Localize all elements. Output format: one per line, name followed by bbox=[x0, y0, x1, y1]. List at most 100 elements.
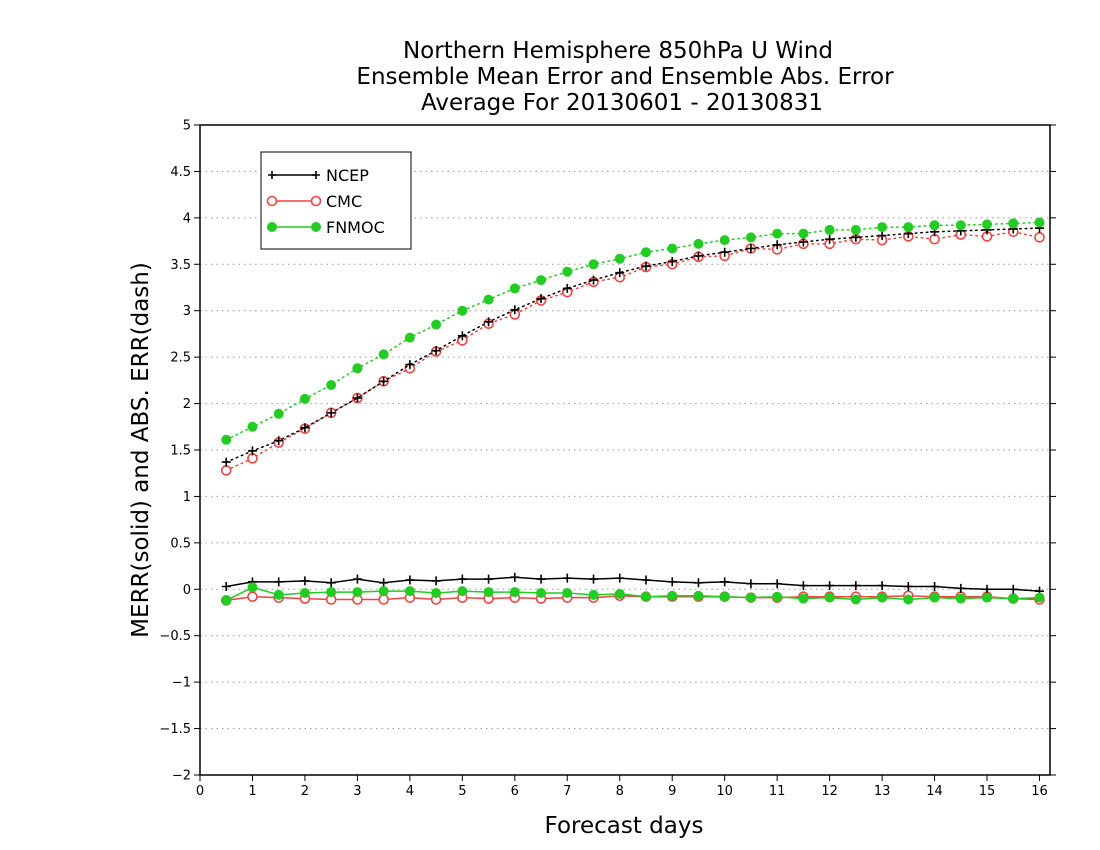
ncep-abs-error-point bbox=[405, 360, 415, 370]
x-tick-label: 7 bbox=[563, 784, 571, 799]
fnmoc-abs-error-point bbox=[509, 283, 520, 294]
y-tick-label: −1.5 bbox=[159, 722, 191, 737]
y-tick-label: 3 bbox=[183, 304, 191, 319]
y-axis-label: MERR(solid) and ABS. ERR(dash) bbox=[128, 262, 154, 638]
ncep-abs-error-point bbox=[772, 240, 782, 250]
ncep-mean-error-point bbox=[772, 579, 782, 589]
fnmoc-abs-error-point bbox=[378, 349, 389, 360]
legend-label-cmc: CMC bbox=[326, 192, 362, 211]
ncep-mean-error-point bbox=[352, 574, 362, 584]
ncep-abs-error-point bbox=[746, 244, 756, 253]
fnmoc-mean-error-point bbox=[404, 586, 415, 597]
fnmoc-mean-error-point bbox=[850, 594, 861, 605]
y-tick-label: 4.5 bbox=[170, 165, 191, 180]
ncep-mean-error-point bbox=[562, 573, 572, 583]
y-tick-label: 1.5 bbox=[170, 444, 191, 459]
legend: NCEP CMC FNMOC bbox=[260, 151, 412, 250]
fnmoc-abs-error-point bbox=[1034, 217, 1045, 228]
y-tick-label: 2 bbox=[183, 397, 191, 412]
ncep-abs-error-point bbox=[667, 257, 677, 266]
ncep-abs-error-point bbox=[484, 317, 494, 327]
y-tick-label: 1 bbox=[183, 490, 191, 505]
ncep-mean-error-point bbox=[405, 575, 415, 585]
y-tick-label: 2.5 bbox=[170, 351, 191, 366]
legend-marker-fnmoc-left bbox=[267, 222, 277, 232]
legend-label-fnmoc: FNMOC bbox=[326, 218, 385, 237]
x-tick-label: 2 bbox=[301, 784, 309, 799]
ncep-abs-error-point bbox=[221, 457, 231, 467]
ncep-mean-error-point bbox=[903, 582, 913, 591]
fnmoc-mean-error-point bbox=[667, 590, 678, 601]
fnmoc-abs-error-point bbox=[982, 219, 993, 230]
ncep-abs-error-line bbox=[225, 227, 1041, 463]
fnmoc-mean-error-point bbox=[588, 589, 599, 600]
x-tick-label: 15 bbox=[979, 784, 996, 799]
fnmoc-abs-error-point bbox=[693, 238, 704, 249]
fnmoc-mean-error-point bbox=[562, 588, 573, 598]
chart-title-line-2: Ensemble Mean Error and Ensemble Abs. Er… bbox=[356, 64, 894, 90]
ncep-abs-error-point bbox=[877, 231, 887, 240]
ncep-abs-error-point bbox=[431, 346, 441, 356]
y-tick-label: −2 bbox=[172, 769, 191, 784]
fnmoc-mean-error-point bbox=[693, 590, 704, 601]
fnmoc-mean-error-point bbox=[536, 588, 547, 598]
ncep-abs-error-point bbox=[274, 436, 284, 446]
y-tick-label: 0.5 bbox=[170, 536, 191, 551]
x-tick-label: 3 bbox=[353, 784, 361, 799]
ncep-abs-error-point bbox=[641, 261, 651, 271]
y-tick-label: −1 bbox=[172, 676, 191, 691]
cmc-abs-error-point bbox=[1034, 232, 1045, 243]
legend-item-fnmoc: FNMOC bbox=[267, 218, 385, 237]
fnmoc-abs-error-point bbox=[903, 222, 914, 233]
ncep-abs-error-point bbox=[562, 283, 572, 293]
fnmoc-abs-error-point bbox=[772, 228, 783, 239]
axis-ticks: −2−1.5−1−0.500.511.522.533.544.550 1 2 3 4 5 6… bbox=[159, 119, 1056, 799]
y-tick-label: 0 bbox=[183, 583, 191, 598]
fnmoc-mean-error-point bbox=[929, 592, 940, 603]
ncep-mean-error-point bbox=[510, 572, 520, 582]
fnmoc-abs-error-point bbox=[247, 421, 258, 432]
ncep-mean-error-point bbox=[300, 576, 310, 586]
ncep-abs-error-point bbox=[326, 408, 336, 418]
ncep-mean-error-point bbox=[693, 578, 703, 588]
x-tick-label: 0 bbox=[196, 784, 204, 799]
ncep-abs-error-point bbox=[798, 237, 808, 247]
ncep-abs-error-point bbox=[300, 423, 310, 433]
fnmoc-abs-error-point bbox=[562, 266, 573, 277]
y-tick-label: 3.5 bbox=[170, 258, 191, 273]
fnmoc-mean-error-point bbox=[745, 592, 756, 603]
legend-marker-cmc-right bbox=[310, 195, 322, 207]
ncep-mean-error-point bbox=[274, 577, 284, 587]
chart-title-line-1: Northern Hemisphere 850hPa U Wind bbox=[403, 38, 833, 64]
legend-marker-fnmoc-right bbox=[311, 222, 321, 232]
grid bbox=[200, 170, 1050, 730]
ncep-mean-error-point bbox=[877, 581, 887, 591]
ncep-mean-error-point bbox=[982, 584, 992, 594]
fnmoc-abs-error-point bbox=[719, 235, 730, 246]
fnmoc-mean-error-point bbox=[483, 587, 494, 598]
fnmoc-abs-error-point bbox=[614, 253, 625, 264]
ncep-mean-error-point bbox=[457, 574, 467, 584]
fnmoc-abs-error-point bbox=[929, 220, 940, 231]
fnmoc-mean-error-point bbox=[1008, 593, 1019, 604]
fnmoc-abs-error-point bbox=[955, 220, 966, 231]
fnmoc-abs-error-point bbox=[221, 434, 232, 445]
fnmoc-abs-error-point bbox=[404, 332, 415, 343]
ncep-mean-error-point bbox=[431, 576, 441, 586]
fnmoc-mean-error-point bbox=[798, 593, 809, 604]
ncep-mean-error-point bbox=[379, 578, 389, 588]
x-tick-label: 9 bbox=[668, 784, 676, 799]
ncep-mean-error-point bbox=[641, 575, 651, 585]
x-tick-label: 8 bbox=[616, 784, 624, 799]
cmc-abs-error-point bbox=[220, 465, 232, 476]
fnmoc-mean-error-point bbox=[221, 595, 232, 606]
fnmoc-abs-error-point bbox=[326, 380, 337, 390]
cmc-mean-error-point bbox=[247, 591, 258, 603]
fnmoc-mean-error-point bbox=[955, 593, 966, 604]
ncep-mean-error-line bbox=[226, 576, 1040, 592]
x-tick-label: 11 bbox=[769, 784, 786, 799]
x-tick-label: 14 bbox=[926, 784, 943, 799]
fnmoc-mean-error-point bbox=[509, 587, 520, 598]
ncep-abs-error-point bbox=[615, 268, 625, 278]
